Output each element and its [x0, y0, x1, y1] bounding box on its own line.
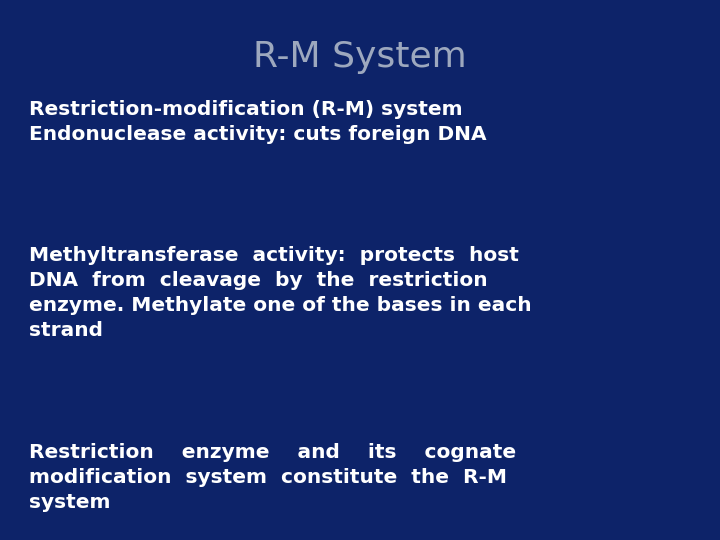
Text: Restriction-modification (R-M) system
Endonuclease activity: cuts foreign DNA: Restriction-modification (R-M) system En… — [29, 100, 487, 144]
Text: Restriction    enzyme    and    its    cognate
modification  system  constitute : Restriction enzyme and its cognate modif… — [29, 443, 516, 512]
Text: Methyltransferase  activity:  protects  host
DNA  from  cleavage  by  the  restr: Methyltransferase activity: protects hos… — [29, 246, 531, 340]
Text: R-M System: R-M System — [253, 40, 467, 75]
